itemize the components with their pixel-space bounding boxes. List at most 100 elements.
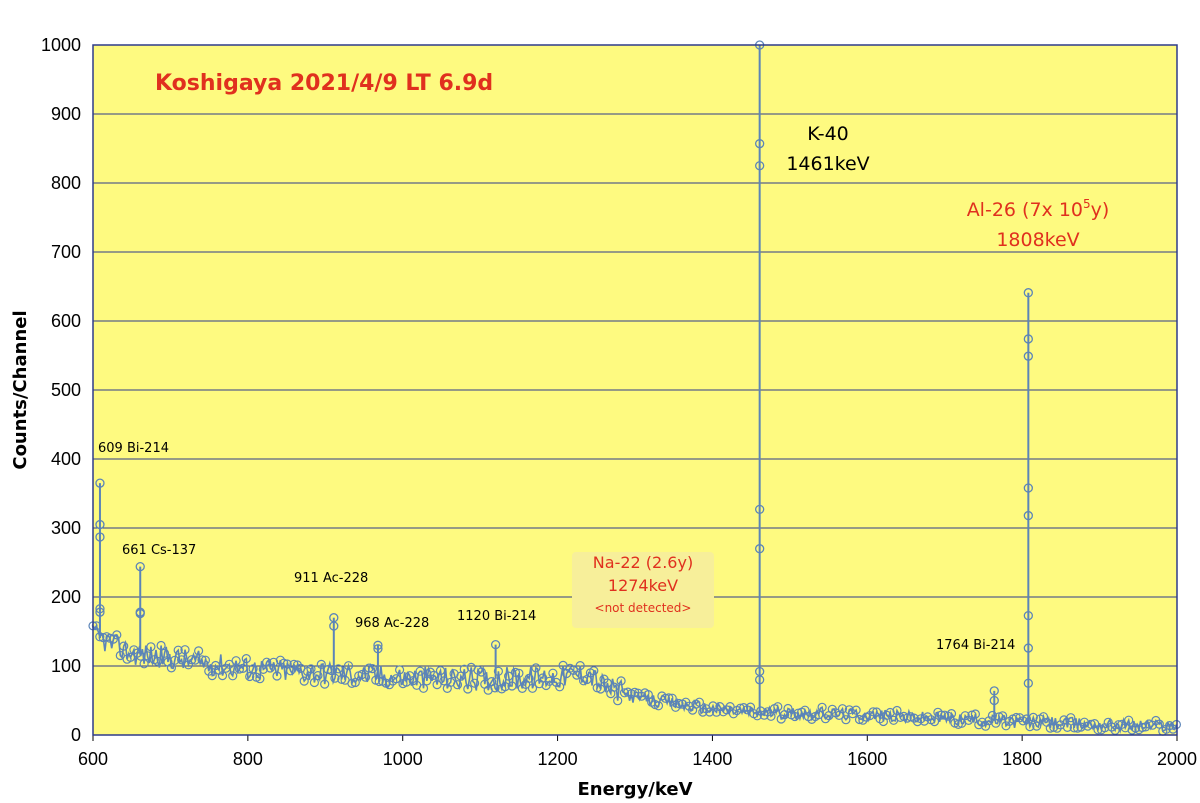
annotation-1120-bi214: 1120 Bi-214 <box>457 609 536 624</box>
data-point <box>527 683 538 693</box>
annotation-661-cs137: 661 Cs-137 <box>122 543 196 558</box>
data-point <box>238 663 248 674</box>
data-point <box>504 671 514 681</box>
x-tick-label: 800 <box>233 749 263 769</box>
data-point <box>841 715 851 725</box>
data-point <box>125 652 136 663</box>
data-point <box>946 708 957 719</box>
data-point <box>200 655 210 665</box>
data-point <box>630 687 640 697</box>
data-point <box>735 703 745 713</box>
data-point <box>330 673 340 683</box>
data-point <box>156 640 166 651</box>
annotation-al26-energy: 1808keV <box>996 229 1079 251</box>
peak-point-1461 <box>755 544 765 554</box>
data-point <box>326 665 337 676</box>
data-point <box>415 666 425 676</box>
x-tick-label: 1800 <box>1002 749 1042 769</box>
peak-point-609 <box>95 519 105 530</box>
data-point <box>531 663 541 673</box>
data-point <box>929 716 940 727</box>
peak-point-1808 <box>1023 610 1033 621</box>
peak-point-1808 <box>1023 678 1033 688</box>
data-point <box>851 705 861 715</box>
data-point <box>374 676 384 687</box>
peak-point-661 <box>135 561 145 572</box>
data-point <box>429 670 439 681</box>
peak-point-1461 <box>755 675 765 685</box>
data-point <box>439 676 449 686</box>
data-point <box>391 674 401 684</box>
y-tick-label: 500 <box>51 380 81 400</box>
peak-point-968 <box>373 640 383 650</box>
data-point <box>269 657 279 667</box>
data-point <box>289 659 299 669</box>
data-point <box>245 671 255 682</box>
data-point <box>602 678 613 688</box>
data-point <box>548 668 558 678</box>
y-tick-label: 700 <box>51 242 81 262</box>
peak-point-609 <box>95 604 105 614</box>
annotation-k40-name: K-40 <box>807 123 849 145</box>
y-axis-ticks: 0 100 200 300 400 500 600 700 800 900 1000 <box>41 35 81 745</box>
data-point <box>459 664 469 674</box>
data-point <box>510 667 521 678</box>
data-point <box>674 698 684 709</box>
data-point <box>112 630 122 640</box>
data-point <box>170 655 180 665</box>
peak-point-1808 <box>1023 643 1033 653</box>
data-point <box>119 641 129 651</box>
y-tick-label: 300 <box>51 518 81 538</box>
data-point <box>452 680 463 690</box>
data-point <box>231 656 241 666</box>
y-tick-label: 0 <box>71 725 81 745</box>
data-point <box>470 678 480 688</box>
data-point <box>364 663 374 673</box>
data-point <box>660 693 671 703</box>
y-tick-label: 600 <box>51 311 81 331</box>
data-point <box>228 671 238 681</box>
data-point <box>136 651 146 661</box>
x-axis-ticks: 600 800 1000 1200 1400 1600 1800 2000 <box>78 735 1197 769</box>
data-point <box>360 672 371 682</box>
data-point <box>613 696 623 706</box>
data-point <box>347 678 357 689</box>
data-point <box>313 670 323 681</box>
annotation-na22-note: <not detected> <box>595 601 692 615</box>
peak-point-609 <box>95 607 105 617</box>
data-point <box>1021 714 1032 724</box>
data-point <box>1093 725 1103 735</box>
peak-point-1808 <box>1023 351 1033 361</box>
annotation-911-ac228: 911 Ac-228 <box>294 571 368 586</box>
data-point <box>837 704 848 714</box>
data-point <box>343 661 354 671</box>
data-point <box>306 664 316 674</box>
data-point <box>1124 715 1134 725</box>
data-point <box>476 667 486 677</box>
data-point <box>589 666 599 676</box>
data-point <box>180 645 190 655</box>
y-tick-label: 800 <box>51 173 81 193</box>
data-point <box>115 650 125 661</box>
data-point <box>667 693 677 703</box>
data-point <box>217 670 228 681</box>
data-point <box>241 653 251 664</box>
data-point <box>142 651 153 661</box>
data-point <box>1045 723 1055 733</box>
data-point <box>395 665 405 675</box>
data-point <box>272 671 282 681</box>
peak-point-911 <box>329 621 339 631</box>
data-point <box>98 632 108 643</box>
data-point <box>316 659 326 670</box>
x-tick-label: 1600 <box>847 749 887 769</box>
data-point <box>664 693 674 703</box>
data-point <box>255 674 265 684</box>
data-point <box>773 702 783 712</box>
data-point <box>643 689 653 700</box>
data-point <box>766 711 776 721</box>
data-point <box>207 670 217 681</box>
peak-point-968 <box>373 644 383 654</box>
data-point <box>418 683 429 693</box>
na22-note-background <box>572 552 714 628</box>
